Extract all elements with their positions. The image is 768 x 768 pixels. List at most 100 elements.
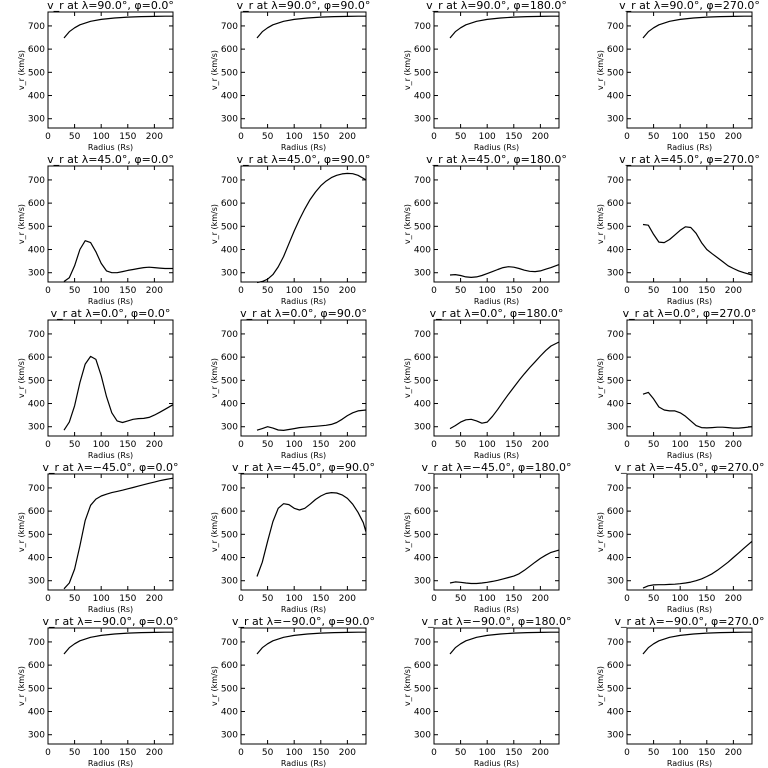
y-axis-label: v_r (km/s) [596, 204, 605, 244]
x-tick-label: 100 [672, 748, 689, 758]
y-tick-label: 500 [28, 684, 45, 694]
panel-title: v_r at λ=−90.0°, φ=180.0° [422, 615, 572, 628]
y-tick-label: 700 [28, 330, 45, 340]
x-tick-label: 100 [672, 440, 689, 450]
x-axis-label: Radius (Rs) [667, 143, 712, 152]
x-tick-label: 50 [69, 132, 81, 142]
y-tick-label: 300 [221, 269, 238, 279]
y-tick-label: 400 [28, 708, 45, 718]
y-tick-label: 400 [28, 554, 45, 564]
series-line [256, 492, 367, 577]
y-tick-label: 400 [221, 554, 238, 564]
y-tick-label: 600 [221, 661, 238, 671]
x-tick-label: 200 [146, 132, 163, 142]
x-tick-label: 0 [624, 440, 630, 450]
panel-title: v_r at λ=45.0°, φ=180.0° [426, 153, 567, 166]
y-tick-label: 400 [607, 246, 624, 256]
x-tick-label: 150 [312, 440, 329, 450]
x-tick-label: 0 [624, 594, 630, 604]
x-tick-label: 0 [624, 286, 630, 296]
x-tick-label: 50 [262, 132, 274, 142]
y-tick-label: 500 [607, 222, 624, 232]
panel-title: v_r at λ=0.0°, φ=270.0° [623, 307, 757, 320]
panel-15: v_r at λ=−45.0°, φ=180.0° 0 50 100 150 200 300… [403, 461, 571, 614]
y-axis-label: v_r (km/s) [596, 358, 605, 398]
x-axis-label: Radius (Rs) [281, 605, 326, 614]
x-tick-label: 0 [45, 286, 51, 296]
y-tick-label: 700 [28, 22, 45, 32]
y-tick-label: 400 [414, 554, 431, 564]
panel-title: v_r at λ=0.0°, φ=90.0° [240, 307, 367, 320]
plot-frame [47, 11, 174, 129]
x-tick-label: 100 [286, 594, 303, 604]
y-tick-label: 700 [221, 484, 238, 494]
x-axis-label: Radius (Rs) [88, 759, 133, 768]
y-tick-label: 300 [221, 115, 238, 125]
y-tick-label: 500 [221, 684, 238, 694]
x-tick-label: 50 [455, 748, 467, 758]
y-tick-label: 600 [28, 45, 45, 55]
x-axis-label: Radius (Rs) [281, 759, 326, 768]
y-tick-label: 600 [28, 199, 45, 209]
x-tick-label: 50 [262, 286, 274, 296]
y-tick-label: 400 [414, 400, 431, 410]
series-line [256, 409, 367, 431]
x-axis-label: Radius (Rs) [281, 451, 326, 460]
y-axis-label: v_r (km/s) [596, 666, 605, 706]
y-tick-label: 500 [221, 530, 238, 540]
x-tick-label: 100 [286, 132, 303, 142]
series-line [63, 477, 174, 590]
x-tick-label: 100 [93, 286, 110, 296]
plot-frame [47, 473, 174, 591]
x-axis-label: Radius (Rs) [667, 759, 712, 768]
plot-frame [240, 473, 367, 591]
x-tick-label: 100 [93, 132, 110, 142]
x-tick-label: 50 [69, 594, 81, 604]
y-tick-label: 500 [414, 68, 431, 78]
panel-5: v_r at λ=45.0°, φ=0.0° 0 50 100 150 200 300 400… [17, 153, 174, 306]
y-tick-label: 700 [414, 22, 431, 32]
x-tick-label: 50 [262, 748, 274, 758]
y-tick-label: 300 [607, 115, 624, 125]
y-tick-label: 600 [28, 353, 45, 363]
y-tick-label: 600 [607, 353, 624, 363]
plot-frame [626, 165, 753, 283]
series-line [642, 540, 753, 589]
plot-frame [433, 473, 560, 591]
x-tick-label: 50 [648, 748, 660, 758]
panel-title: v_r at λ=−45.0°, φ=90.0° [232, 461, 375, 474]
y-axis-label: v_r (km/s) [403, 666, 412, 706]
plot-frame [47, 319, 174, 437]
x-axis-label: Radius (Rs) [88, 143, 133, 152]
y-tick-label: 500 [28, 376, 45, 386]
x-tick-label: 50 [69, 748, 81, 758]
x-tick-label: 150 [505, 594, 522, 604]
panel-20: v_r at λ=−90.0°, φ=270.0° 0 50 100 150 200 300… [596, 615, 764, 768]
panel-9: v_r at λ=0.0°, φ=0.0° 0 50 100 150 200 300 400 5… [17, 307, 174, 460]
x-tick-label: 200 [339, 748, 356, 758]
y-axis-label: v_r (km/s) [403, 512, 412, 552]
x-axis-label: Radius (Rs) [474, 451, 519, 460]
series-line [63, 631, 173, 655]
y-axis-label: v_r (km/s) [210, 358, 219, 398]
x-tick-label: 100 [93, 440, 110, 450]
y-tick-label: 300 [28, 269, 45, 279]
y-tick-label: 500 [607, 530, 624, 540]
y-tick-label: 700 [221, 22, 238, 32]
y-tick-label: 600 [221, 45, 238, 55]
x-tick-label: 0 [431, 132, 437, 142]
plot-frame [240, 11, 367, 129]
y-tick-label: 600 [607, 661, 624, 671]
y-tick-label: 400 [414, 92, 431, 102]
panel-title: v_r at λ=0.0°, φ=180.0° [430, 307, 564, 320]
y-axis-label: v_r (km/s) [17, 204, 26, 244]
y-tick-label: 300 [607, 731, 624, 741]
y-tick-label: 700 [28, 484, 45, 494]
x-tick-label: 150 [119, 440, 136, 450]
y-tick-label: 700 [607, 176, 624, 186]
x-axis-label: Radius (Rs) [281, 297, 326, 306]
x-axis-label: Radius (Rs) [88, 451, 133, 460]
x-tick-label: 150 [698, 132, 715, 142]
y-tick-label: 300 [414, 577, 431, 587]
x-tick-label: 200 [146, 440, 163, 450]
